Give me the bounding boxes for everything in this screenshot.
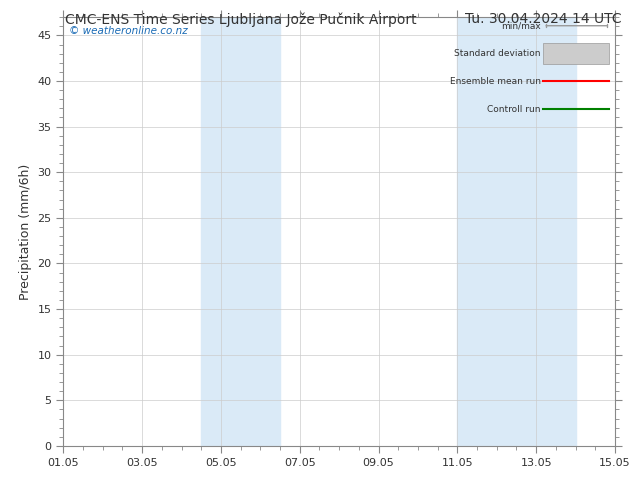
Text: Tu. 30.04.2024 14 UTC: Tu. 30.04.2024 14 UTC [465, 12, 621, 26]
Text: min/max: min/max [501, 21, 541, 30]
Bar [543, 43, 609, 64]
Text: Standard deviation: Standard deviation [454, 49, 541, 58]
Bar [457, 17, 576, 446]
Bar [202, 17, 280, 446]
Text: Controll run: Controll run [487, 105, 541, 114]
Y-axis label: Precipitation (mm/6h): Precipitation (mm/6h) [19, 163, 32, 300]
Text: Ensemble mean run: Ensemble mean run [450, 77, 541, 86]
Text: © weatheronline.co.nz: © weatheronline.co.nz [69, 25, 188, 36]
Text: CMC-ENS Time Series Ljubljana Jože Pučnik Airport: CMC-ENS Time Series Ljubljana Jože Pučni… [65, 12, 417, 27]
